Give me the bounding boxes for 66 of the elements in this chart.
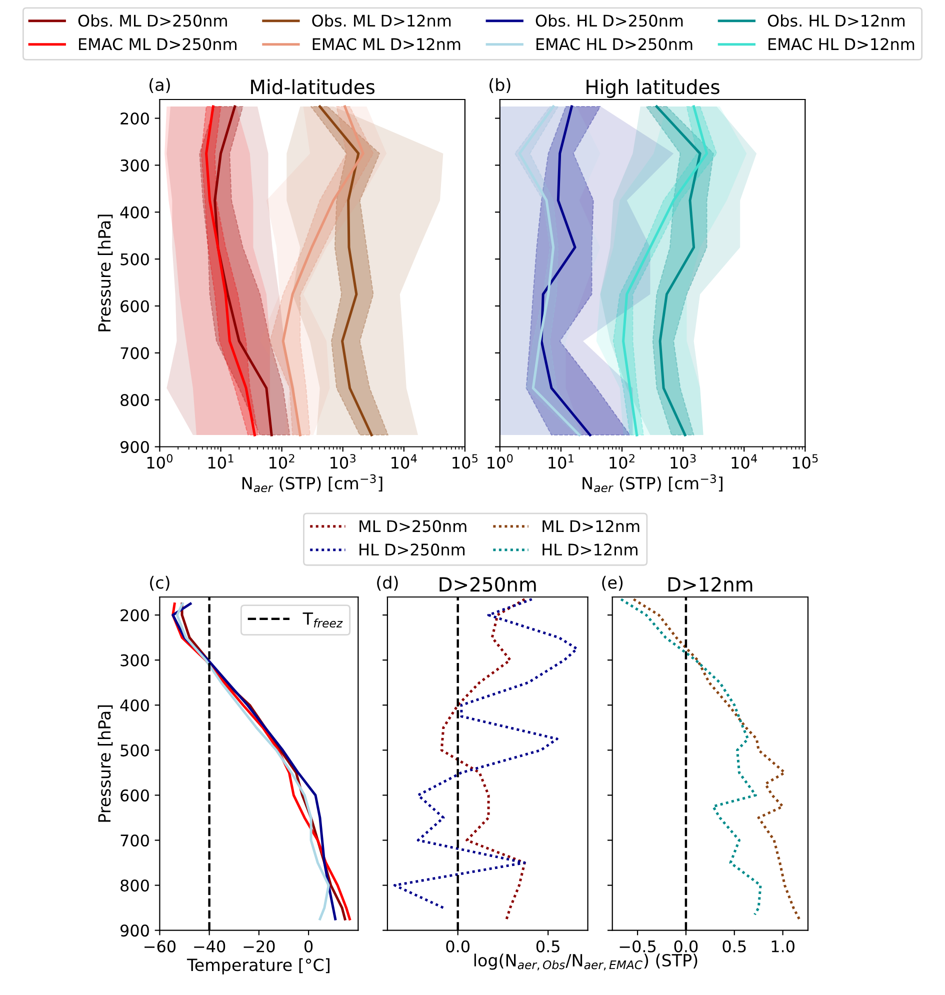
chart-title: D>12nm xyxy=(668,577,752,592)
legend-label: EMAC ML D>12nm xyxy=(312,38,460,50)
x-tick-label: 10$^{4}$ xyxy=(392,454,417,469)
x-tick-label: 10$^{2}$ xyxy=(610,454,634,469)
legend-label: HL D>250nm xyxy=(360,544,465,556)
y-tick-label: 700 xyxy=(120,834,149,847)
y-tick-label: 300 xyxy=(120,159,149,172)
x-tick-label: 10$^{1}$ xyxy=(548,454,574,469)
x-tick-label: −40 xyxy=(194,940,226,952)
x-tick-label: 10$^{3}$ xyxy=(330,454,356,469)
text: (e) xyxy=(602,576,623,591)
x-tick-label: 10$^{3}$ xyxy=(670,454,696,469)
x-tick-label: 0.5 xyxy=(722,940,746,952)
text: (c) xyxy=(150,576,170,591)
legend-label: Obs. ML D>250nm xyxy=(78,14,227,27)
x-tick-label: 10$^{1}$ xyxy=(208,454,234,469)
text: (a) xyxy=(150,78,170,94)
legend-label: Obs. ML D>12nm xyxy=(312,14,451,27)
x-tick-label: −60 xyxy=(144,940,176,952)
y-tick-label: 600 xyxy=(120,300,149,312)
legend-label: Obs. HL D>12nm xyxy=(768,14,905,27)
text: (b) xyxy=(490,78,510,94)
x-axis-title: Temperature [°C] xyxy=(186,958,330,974)
y-tick-label: 400 xyxy=(120,206,149,218)
y-tick-label: 300 xyxy=(120,654,149,666)
x-tick-label: 10$^{4}$ xyxy=(732,454,757,469)
text: (d) xyxy=(377,576,398,591)
x-tick-label: 10$^{5}$ xyxy=(792,454,818,469)
chart-title: D>250nm xyxy=(440,577,536,592)
x-axis-title: log(N$_{aer,Obs}$/N$_{aer,EMAC}$) (STP) xyxy=(474,954,698,970)
ref-line-label: T$_{freez}$ xyxy=(302,612,343,628)
y-tick-label: 500 xyxy=(120,253,149,266)
x-tick-label: 10$^{2}$ xyxy=(270,454,294,469)
y-tick-label: 900 xyxy=(120,924,149,937)
x-tick-label: 10$^{5}$ xyxy=(452,454,478,469)
y-tick-label: 200 xyxy=(120,112,149,125)
y-tick-label: 900 xyxy=(120,440,149,454)
x-tick-label: 1.0 xyxy=(772,940,794,952)
y-axis-title: Pressure [hPa] xyxy=(98,705,113,822)
x-tick-label: −0.5 xyxy=(620,940,656,952)
chart-title: Mid-latitudes xyxy=(251,79,375,94)
legend-label: HL D>12nm xyxy=(542,544,638,556)
x-tick-label: 0.0 xyxy=(446,940,470,952)
chart-title: High latitudes xyxy=(586,79,720,98)
y-tick-label: 200 xyxy=(120,609,149,622)
x-tick-label: −20 xyxy=(244,940,275,952)
x-tick-label: 10$^{0}$ xyxy=(147,454,172,469)
y-tick-label: 800 xyxy=(120,394,149,406)
y-axis-title: Pressure [hPa] xyxy=(98,214,113,332)
y-tick-label: 500 xyxy=(120,744,149,756)
legend-label: EMAC HL D>12nm xyxy=(768,38,914,50)
y-tick-label: 700 xyxy=(120,347,149,360)
x-axis-title: N$_{aer}$ (STP) [cm$^{−3}$] xyxy=(582,474,722,492)
legend-label: ML D>250nm xyxy=(360,520,466,532)
legend-label: EMAC ML D>250nm xyxy=(79,38,236,50)
x-axis-title: N$_{aer}$ (STP) [cm$^{−3}$] xyxy=(242,474,382,492)
y-tick-label: 600 xyxy=(120,789,149,802)
x-tick-label: 0 xyxy=(304,940,313,952)
y-tick-label: 800 xyxy=(120,879,149,892)
y-tick-label: 400 xyxy=(120,699,149,712)
x-tick-label: 0.0 xyxy=(674,940,698,952)
x-tick-label: 10$^{0}$ xyxy=(488,454,513,469)
legend-label: EMAC HL D>250nm xyxy=(536,38,692,50)
legend-label: Obs. HL D>250nm xyxy=(536,14,683,27)
legend-label: ML D>12nm xyxy=(542,520,640,532)
x-tick-label: 0.5 xyxy=(536,940,560,952)
